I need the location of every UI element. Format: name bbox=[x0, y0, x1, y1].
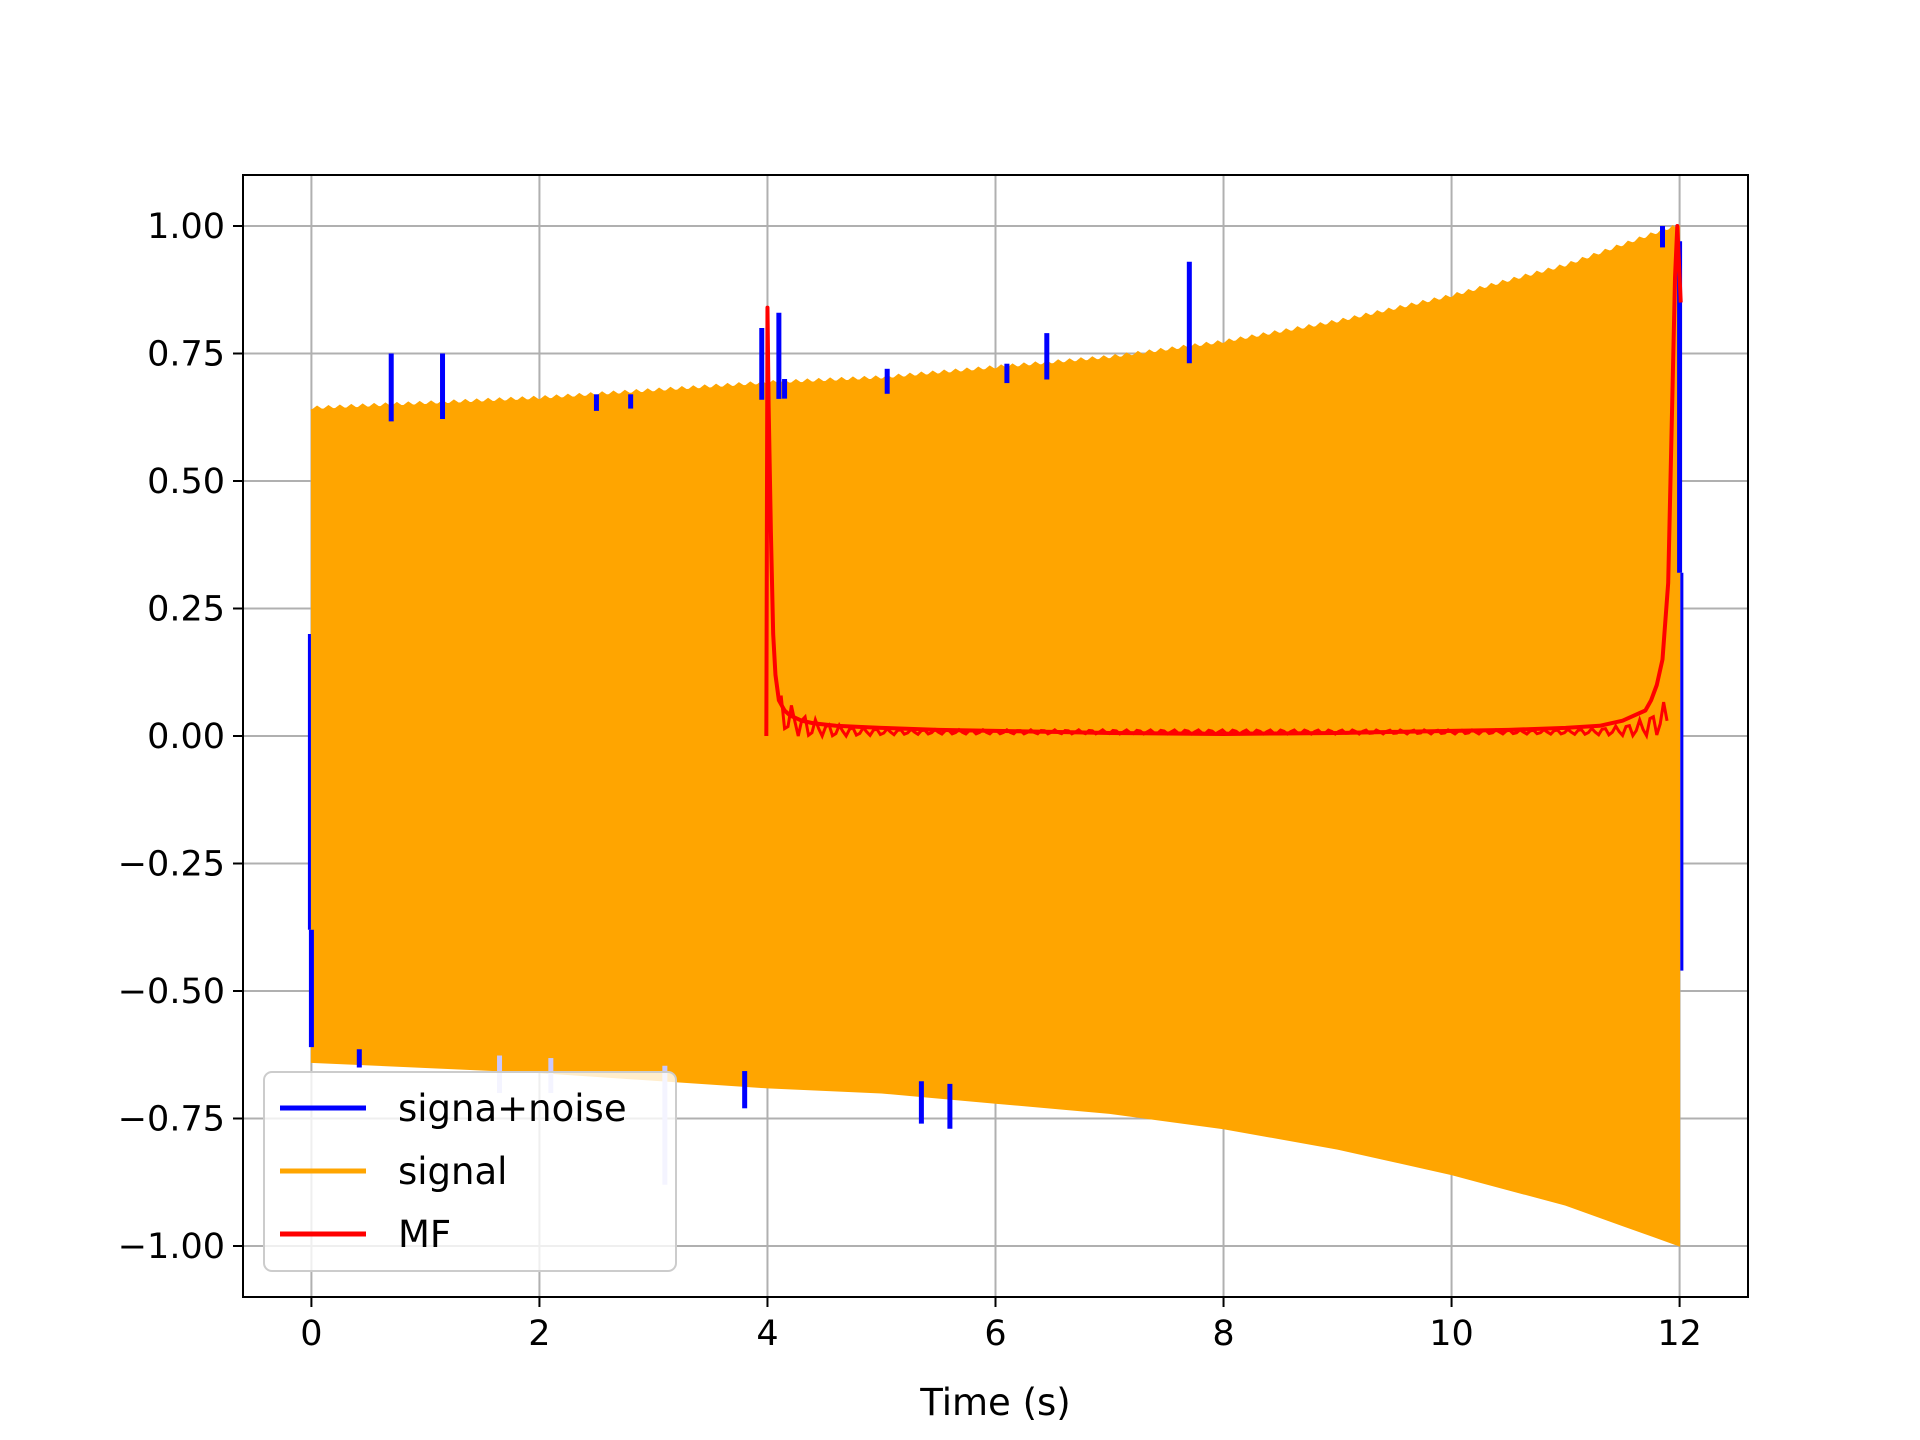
legend-label: MF bbox=[398, 1213, 451, 1256]
y-tick-label: 0.75 bbox=[147, 335, 225, 375]
series-signal bbox=[310, 224, 1681, 1247]
mf-ripple bbox=[779, 695, 1669, 740]
y-axis: 1.00 0.75 0.50 0.25 0.00 −0.25 −0.50 −0.75 −1.00 bbox=[118, 207, 243, 1267]
y-tick-label: −0.25 bbox=[118, 845, 225, 885]
y-tick-label: −1.00 bbox=[118, 1227, 225, 1267]
signal-upper-edge bbox=[310, 224, 1675, 413]
x-axis-label: Time (s) bbox=[919, 1381, 1070, 1424]
legend-label: signal bbox=[398, 1150, 507, 1193]
y-tick-label: 0.50 bbox=[147, 462, 225, 502]
x-tick-label: 0 bbox=[300, 1314, 322, 1354]
y-tick-label: 1.00 bbox=[147, 207, 225, 247]
legend[interactable]: signa+noise signal MF bbox=[263, 1071, 677, 1272]
y-tick-label: 0.25 bbox=[147, 590, 225, 630]
x-tick-label: 2 bbox=[528, 1314, 550, 1354]
legend-label: signa+noise bbox=[398, 1087, 627, 1130]
x-tick-label: 4 bbox=[756, 1314, 778, 1354]
x-tick-label: 8 bbox=[1212, 1314, 1234, 1354]
legend-box bbox=[263, 1071, 677, 1272]
series-mf bbox=[764, 224, 1683, 740]
x-tick-label: 6 bbox=[984, 1314, 1006, 1354]
y-tick-label: −0.75 bbox=[118, 1100, 225, 1140]
y-tick-label: 0.00 bbox=[147, 717, 225, 757]
x-tick-label: 10 bbox=[1429, 1314, 1474, 1354]
x-tick-label: 12 bbox=[1657, 1314, 1702, 1354]
y-tick-label: −0.50 bbox=[118, 972, 225, 1012]
x-axis: 0 2 4 6 8 10 12 bbox=[300, 1297, 1702, 1354]
